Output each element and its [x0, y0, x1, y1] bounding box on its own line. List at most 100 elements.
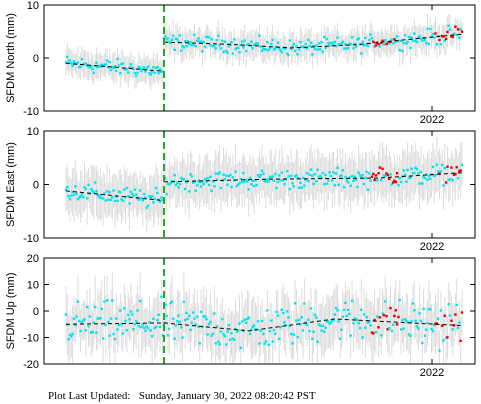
daily-point: [201, 180, 204, 183]
y-tick-label: -10: [23, 233, 39, 245]
daily-point: [180, 49, 183, 52]
daily-point: [258, 175, 261, 178]
daily-point: [337, 43, 341, 46]
daily-point: [258, 342, 261, 345]
daily-point: [431, 329, 435, 333]
daily-point: [161, 70, 164, 73]
daily-point: [217, 34, 220, 38]
daily-point: [415, 40, 419, 44]
daily-point: [85, 64, 89, 68]
recent-point: [381, 167, 384, 170]
daily-point: [99, 193, 102, 197]
daily-point: [331, 41, 334, 45]
daily-point: [295, 45, 298, 48]
daily-point: [316, 340, 319, 344]
daily-point: [124, 319, 127, 323]
recent-point: [378, 316, 382, 319]
daily-point: [70, 335, 73, 338]
daily-point: [327, 320, 330, 323]
daily-point: [195, 39, 199, 43]
daily-point: [327, 179, 330, 182]
daily-point: [215, 325, 219, 328]
daily-point: [267, 343, 270, 347]
footer-timestamp: Sunday, January 30, 2022 08:20:42 PST: [138, 390, 316, 402]
recent-point: [395, 172, 399, 175]
recent-point: [444, 181, 448, 184]
daily-point: [429, 177, 432, 181]
daily-point: [430, 327, 433, 331]
daily-point: [137, 325, 141, 328]
daily-point: [259, 173, 262, 177]
daily-point: [214, 342, 217, 345]
daily-point: [70, 194, 73, 197]
daily-point: [185, 44, 188, 48]
daily-point: [247, 316, 250, 319]
daily-point: [362, 44, 366, 47]
daily-point: [193, 33, 196, 36]
daily-point: [140, 197, 143, 200]
daily-point: [238, 322, 241, 325]
daily-point: [133, 322, 137, 326]
daily-point: [316, 48, 319, 51]
daily-point: [254, 179, 257, 182]
daily-point: [383, 39, 387, 42]
daily-point: [213, 312, 216, 315]
daily-point: [153, 197, 156, 200]
daily-point: [283, 182, 286, 186]
daily-point: [128, 66, 131, 69]
daily-point: [402, 41, 405, 45]
daily-point: [72, 317, 76, 320]
daily-point: [447, 178, 450, 181]
daily-point: [279, 179, 282, 182]
daily-point: [358, 174, 362, 177]
daily-point: [256, 320, 260, 323]
recent-point: [446, 165, 449, 168]
daily-point: [447, 303, 450, 306]
daily-point: [97, 196, 101, 199]
daily-point: [262, 332, 265, 336]
daily-point: [389, 173, 392, 176]
daily-point: [455, 33, 458, 37]
daily-point: [349, 184, 352, 187]
daily-point: [307, 179, 310, 183]
daily-point: [448, 28, 452, 31]
daily-point: [432, 323, 436, 327]
daily-point: [458, 321, 461, 324]
daily-point: [336, 309, 339, 312]
daily-point: [406, 40, 409, 44]
daily-point: [423, 176, 427, 180]
daily-point: [345, 314, 348, 318]
daily-point: [250, 40, 253, 44]
recent-point: [377, 326, 380, 329]
y-tick-label: 10: [27, 280, 39, 292]
daily-point: [99, 65, 102, 68]
daily-point: [364, 326, 367, 329]
daily-point: [223, 178, 227, 181]
daily-point: [418, 312, 421, 315]
daily-point: [76, 61, 80, 64]
daily-point: [427, 307, 431, 311]
daily-point: [78, 65, 81, 69]
daily-point: [270, 175, 273, 179]
daily-point: [305, 47, 309, 50]
daily-point: [283, 47, 286, 51]
daily-point: [79, 329, 82, 333]
daily-point: [105, 299, 109, 302]
daily-point: [354, 45, 358, 48]
panel-3: -20 -10 0 10 20 2022 SFDM Up (mm): [5, 253, 476, 379]
daily-point: [142, 326, 146, 330]
daily-point: [321, 324, 325, 327]
daily-point: [267, 180, 270, 183]
daily-point: [173, 337, 176, 340]
daily-point: [324, 173, 327, 177]
daily-point: [334, 44, 338, 48]
daily-point: [240, 40, 244, 43]
daily-point: [128, 318, 131, 321]
recent-point: [385, 314, 388, 318]
daily-point: [141, 323, 145, 326]
daily-point: [361, 173, 364, 177]
daily-point: [235, 330, 239, 333]
daily-point: [193, 317, 196, 320]
recent-point: [455, 166, 458, 169]
daily-point: [99, 316, 102, 320]
